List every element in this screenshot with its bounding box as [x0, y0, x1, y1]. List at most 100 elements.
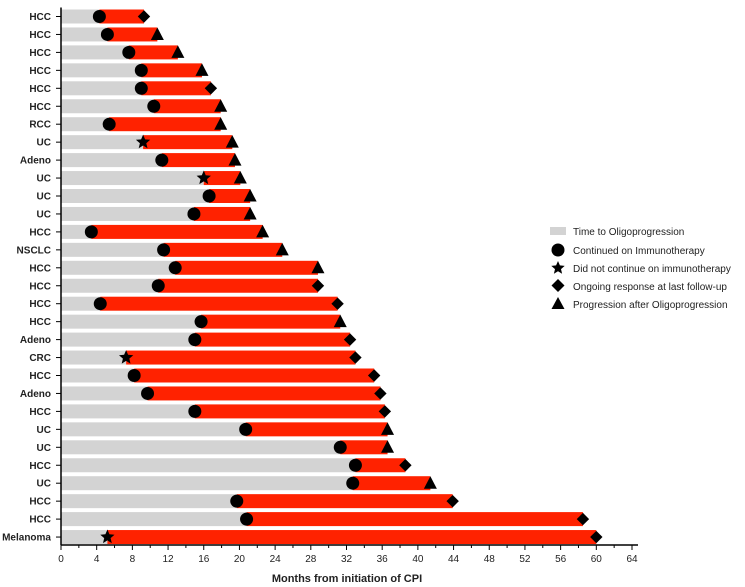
- patient-17-start-circle-marker: [93, 297, 107, 311]
- patient-2-post-bar: [107, 27, 158, 42]
- patient-18-oligo-bar: [61, 314, 202, 329]
- patient-25-end-triangle-marker: [381, 440, 395, 453]
- patient-4-oligo-bar: [61, 63, 142, 78]
- x-tick-label-56: 56: [555, 554, 567, 565]
- x-tick-label-24: 24: [270, 554, 282, 565]
- patient-14-end-triangle-marker: [275, 242, 289, 256]
- patient-3-end-triangle-marker: [171, 45, 185, 58]
- patient-16-post-bar: [158, 278, 318, 293]
- patient-21-end-diamond-marker: [367, 369, 381, 382]
- patient-26-start-circle-marker: [348, 458, 362, 472]
- x-tick-label-48: 48: [484, 554, 496, 565]
- patient-20-start-star-marker: [119, 350, 134, 364]
- patient-16-start-circle-marker: [151, 279, 165, 293]
- patient-18-post-bar: [201, 314, 341, 329]
- x-tick-label-16: 16: [198, 554, 210, 565]
- patient-25-post-bar: [340, 440, 388, 455]
- patient-30-label: Melanoma: [2, 533, 51, 544]
- x-tick-label-44: 44: [448, 554, 460, 565]
- patient-14-start-circle-marker: [157, 243, 171, 257]
- patient-22-label: Adeno: [20, 389, 51, 400]
- patient-5-oligo-bar: [61, 81, 142, 96]
- patient-2-start-circle-marker: [100, 27, 114, 41]
- patient-29-label: HCC: [29, 515, 51, 526]
- patient-19-post-bar: [194, 332, 351, 347]
- x-tick-label-36: 36: [377, 554, 389, 565]
- patient-7-oligo-bar: [61, 117, 110, 132]
- y-labels-group: HCC HCC HCC HCC HCC HCC RCC UC Adeno UC UC UC HCC NSC…: [2, 12, 61, 544]
- patient-15-end-triangle-marker: [311, 260, 325, 274]
- patient-12-post-bar: [193, 206, 251, 221]
- patient-12-end-triangle-marker: [243, 206, 257, 220]
- patient-26-end-diamond-marker: [399, 459, 412, 472]
- patient-9-start-circle-marker: [155, 153, 169, 167]
- patient-2-label: HCC: [29, 30, 51, 41]
- x-tick-label-60: 60: [591, 554, 603, 565]
- x-tick-label-64: 64: [626, 554, 638, 565]
- patient-11-oligo-bar: [61, 189, 210, 203]
- patient-7-post-bar: [109, 117, 221, 132]
- patient-12-label: UC: [37, 209, 51, 220]
- patient-8-oligo-bar: [61, 135, 144, 150]
- patient-16-label: HCC: [29, 281, 51, 292]
- patient-25-label: UC: [37, 443, 51, 454]
- patient-10-oligo-bar: [61, 171, 204, 186]
- patient-3-start-circle-marker: [122, 45, 136, 59]
- patient-11-post-bar: [209, 189, 251, 203]
- patient-7-end-triangle-marker: [214, 117, 228, 130]
- patient-10-end-triangle-marker: [233, 171, 247, 184]
- patient-27-start-circle-marker: [346, 476, 360, 490]
- patient-30-start-star-marker: [100, 529, 115, 544]
- patient-30-oligo-bar: [61, 530, 108, 545]
- patient-14-post-bar: [163, 242, 283, 257]
- patient-22-oligo-bar: [61, 386, 148, 401]
- patient-13-label: HCC: [29, 227, 51, 238]
- patient-18-end-triangle-marker: [333, 314, 347, 328]
- patient-10-label: UC: [37, 174, 51, 185]
- patient-1-oligo-bar: [61, 9, 100, 24]
- patient-24-post-bar: [245, 422, 388, 437]
- patient-29-post-bar: [246, 512, 583, 527]
- patient-24-start-circle-marker: [239, 422, 253, 436]
- patient-13-end-triangle-marker: [256, 224, 270, 238]
- patient-9-end-triangle-marker: [228, 153, 242, 166]
- x-tick-label-0: 0: [58, 554, 64, 565]
- patient-7-start-circle-marker: [102, 117, 116, 131]
- patient-28-label: HCC: [29, 497, 51, 508]
- markers-group: [84, 10, 603, 544]
- patient-22-end-diamond-marker: [374, 387, 387, 400]
- patient-24-label: UC: [37, 425, 51, 436]
- patient-11-start-circle-marker: [202, 189, 216, 203]
- x-tick-label-32: 32: [341, 554, 353, 565]
- patient-3-oligo-bar: [61, 45, 129, 60]
- patient-28-post-bar: [236, 494, 453, 509]
- legend-star-label: Did not continue on immunotherapy: [573, 264, 731, 275]
- patient-26-oligo-bar: [61, 458, 356, 473]
- patient-4-label: HCC: [29, 66, 51, 77]
- x-tick-label-20: 20: [234, 554, 246, 565]
- patient-20-oligo-bar: [61, 350, 127, 365]
- patient-5-start-circle-marker: [134, 81, 148, 95]
- x-tick-label-8: 8: [130, 554, 136, 565]
- patient-19-oligo-bar: [61, 332, 195, 347]
- patient-20-end-diamond-marker: [349, 351, 362, 364]
- patient-30-post-bar: [107, 530, 597, 545]
- patient-20-label: CRC: [29, 353, 51, 364]
- legend-circle-icon: [551, 243, 565, 257]
- patient-10-post-bar: [203, 171, 241, 186]
- patient-21-oligo-bar: [61, 368, 135, 383]
- patient-11-label: UC: [37, 192, 51, 203]
- x-tick-label-52: 52: [519, 554, 531, 565]
- patient-21-start-circle-marker: [127, 369, 141, 382]
- patient-23-label: HCC: [29, 407, 51, 418]
- patient-15-oligo-bar: [61, 260, 176, 275]
- patient-3-label: HCC: [29, 48, 51, 59]
- patient-23-end-diamond-marker: [378, 405, 392, 418]
- patient-19-end-diamond-marker: [343, 333, 357, 346]
- patient-9-label: Adeno: [20, 156, 51, 167]
- legend-oligo-label: Time to Oligoprogression: [573, 227, 684, 238]
- patient-13-start-circle-marker: [84, 225, 98, 239]
- patient-12-oligo-bar: [61, 206, 194, 221]
- patient-8-label: UC: [37, 138, 51, 149]
